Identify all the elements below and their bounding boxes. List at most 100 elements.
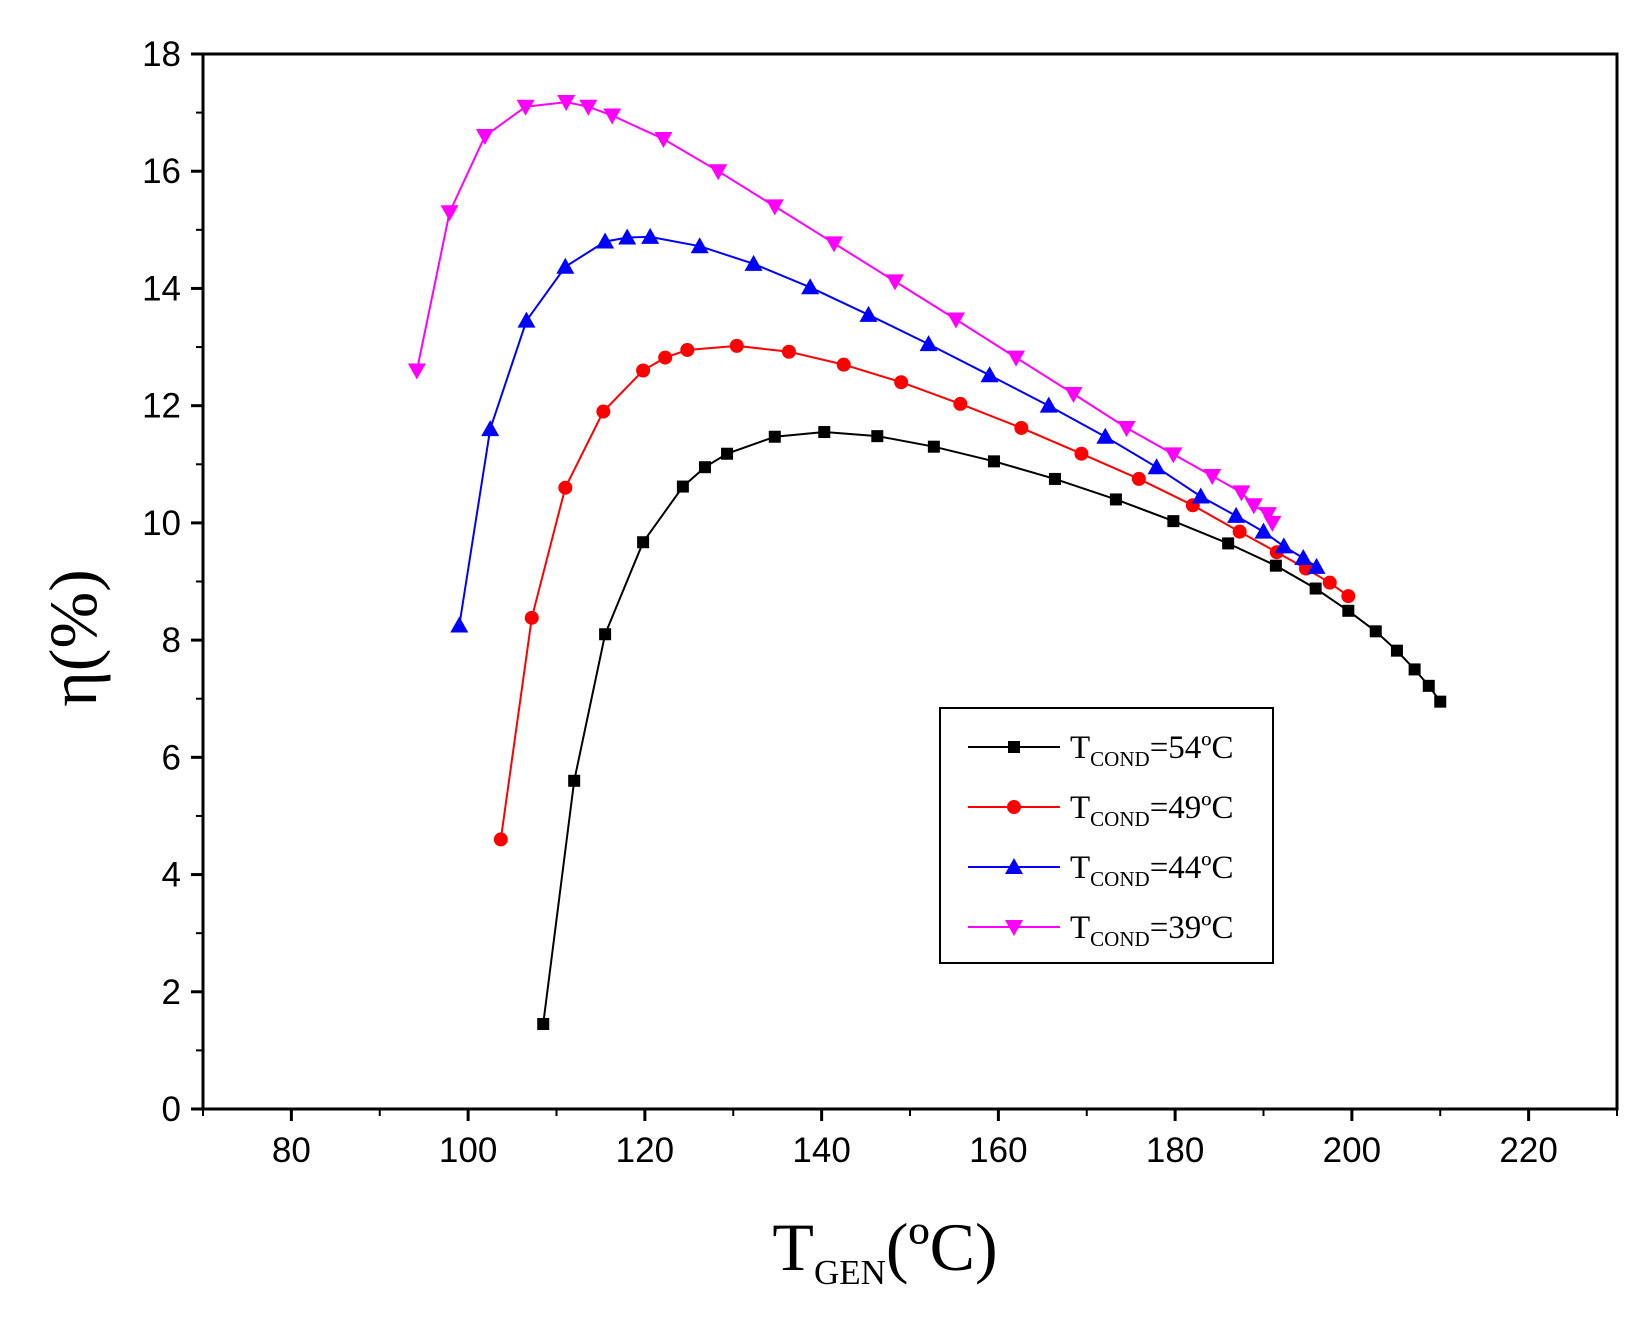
data-point	[1074, 446, 1089, 461]
data-point	[407, 363, 426, 380]
data-point	[658, 350, 673, 365]
data-point	[1422, 679, 1435, 692]
data-point	[1390, 644, 1403, 657]
data-point	[1254, 522, 1273, 539]
x-tick-label: 160	[969, 1131, 1027, 1170]
data-point	[927, 440, 940, 453]
data-point	[493, 832, 508, 847]
data-point	[481, 420, 500, 437]
series-layer	[407, 95, 1447, 1031]
data-point	[475, 129, 494, 146]
x-axis-title: TGEN(ºC)	[772, 1209, 997, 1292]
data-point	[1222, 537, 1235, 550]
data-point	[1164, 447, 1183, 464]
series-0	[537, 426, 1447, 1031]
data-point	[1039, 396, 1058, 413]
data-point	[1369, 625, 1382, 638]
data-point	[859, 305, 878, 322]
data-point	[516, 99, 535, 116]
legend-label: TCOND=49ºC	[1070, 790, 1234, 831]
series-3	[407, 95, 1282, 532]
y-tick-label: 8	[162, 621, 181, 660]
data-point	[919, 335, 938, 352]
data-point	[885, 274, 904, 291]
legend-item: TCOND=54ºC	[968, 730, 1234, 771]
y-tick-label: 16	[142, 152, 181, 191]
x-tick-label: 80	[272, 1131, 311, 1170]
data-point	[1274, 537, 1293, 554]
data-point	[599, 628, 612, 641]
data-point	[1342, 604, 1355, 617]
legend-box	[939, 707, 1274, 964]
data-point	[953, 396, 968, 411]
data-point	[537, 1018, 550, 1031]
x-tick-label: 180	[1146, 1131, 1204, 1170]
data-point	[980, 366, 999, 383]
data-point	[517, 311, 536, 328]
data-point	[450, 616, 469, 633]
data-point	[1096, 427, 1115, 444]
legend: TCOND=54ºC TCOND=49ºC TCOND=44ºC TCOND=39ºC	[939, 707, 1274, 964]
data-point	[596, 404, 611, 419]
data-point	[440, 205, 459, 222]
data-point	[1307, 557, 1326, 574]
y-tick-label: 12	[142, 387, 181, 426]
legend-marker	[1007, 800, 1021, 814]
y-tick-label: 10	[142, 504, 181, 543]
y-tick-label: 0	[162, 1090, 181, 1129]
data-point	[946, 312, 965, 329]
x-axis-title-unit: (ºC)	[886, 1209, 998, 1285]
data-point	[1109, 493, 1122, 506]
data-point	[1014, 420, 1029, 435]
data-point	[1232, 485, 1251, 502]
data-point	[721, 447, 734, 460]
data-point	[1147, 458, 1166, 475]
data-point	[1131, 471, 1146, 486]
data-point	[1294, 549, 1313, 566]
data-point	[987, 455, 1000, 468]
y-tick-label: 4	[162, 856, 181, 895]
data-point	[636, 363, 651, 378]
data-point	[1408, 663, 1421, 676]
data-point	[1322, 575, 1337, 590]
data-point	[698, 461, 711, 474]
y-axis-title: η(%)	[35, 569, 111, 707]
data-point	[1309, 582, 1322, 595]
data-point	[1232, 524, 1247, 539]
data-point	[1064, 386, 1083, 403]
legend-label: TCOND=44ºC	[1070, 850, 1234, 891]
data-point	[690, 237, 709, 254]
data-point	[680, 342, 695, 357]
legend-item: TCOND=44ºC	[968, 850, 1234, 891]
data-point	[1007, 350, 1026, 367]
series-line	[458, 235, 1318, 626]
axes-layer: 0 2 4 6 8 10 12 14 16 18 80 100 120 140 160 180 200 220	[142, 35, 1619, 1170]
x-tick-label: 120	[616, 1131, 674, 1170]
data-point	[1244, 498, 1263, 515]
data-point	[801, 278, 820, 295]
y-tick-label: 6	[162, 738, 181, 777]
data-point	[709, 164, 728, 181]
x-tick-label: 220	[1499, 1131, 1557, 1170]
data-point	[744, 254, 763, 271]
legend-marker	[1008, 741, 1020, 753]
data-point	[894, 375, 909, 390]
legend-marker	[1005, 920, 1023, 936]
data-point	[818, 426, 831, 439]
data-point	[1263, 515, 1282, 532]
data-point	[1167, 515, 1180, 528]
data-point	[1227, 506, 1246, 523]
y-axis-title-main: η	[35, 671, 111, 707]
data-point	[579, 99, 598, 116]
data-point	[524, 610, 539, 625]
y-tick-label: 18	[142, 35, 181, 74]
data-point	[1117, 420, 1136, 437]
legend-label: TCOND=54ºC	[1070, 730, 1234, 771]
legend-items: TCOND=54ºC TCOND=49ºC TCOND=44ºC TCOND=39ºC	[968, 730, 1234, 951]
data-point	[836, 357, 851, 372]
data-point	[558, 480, 573, 495]
data-point	[556, 257, 575, 274]
data-point	[1341, 589, 1356, 604]
x-tick-label: 100	[439, 1131, 497, 1170]
